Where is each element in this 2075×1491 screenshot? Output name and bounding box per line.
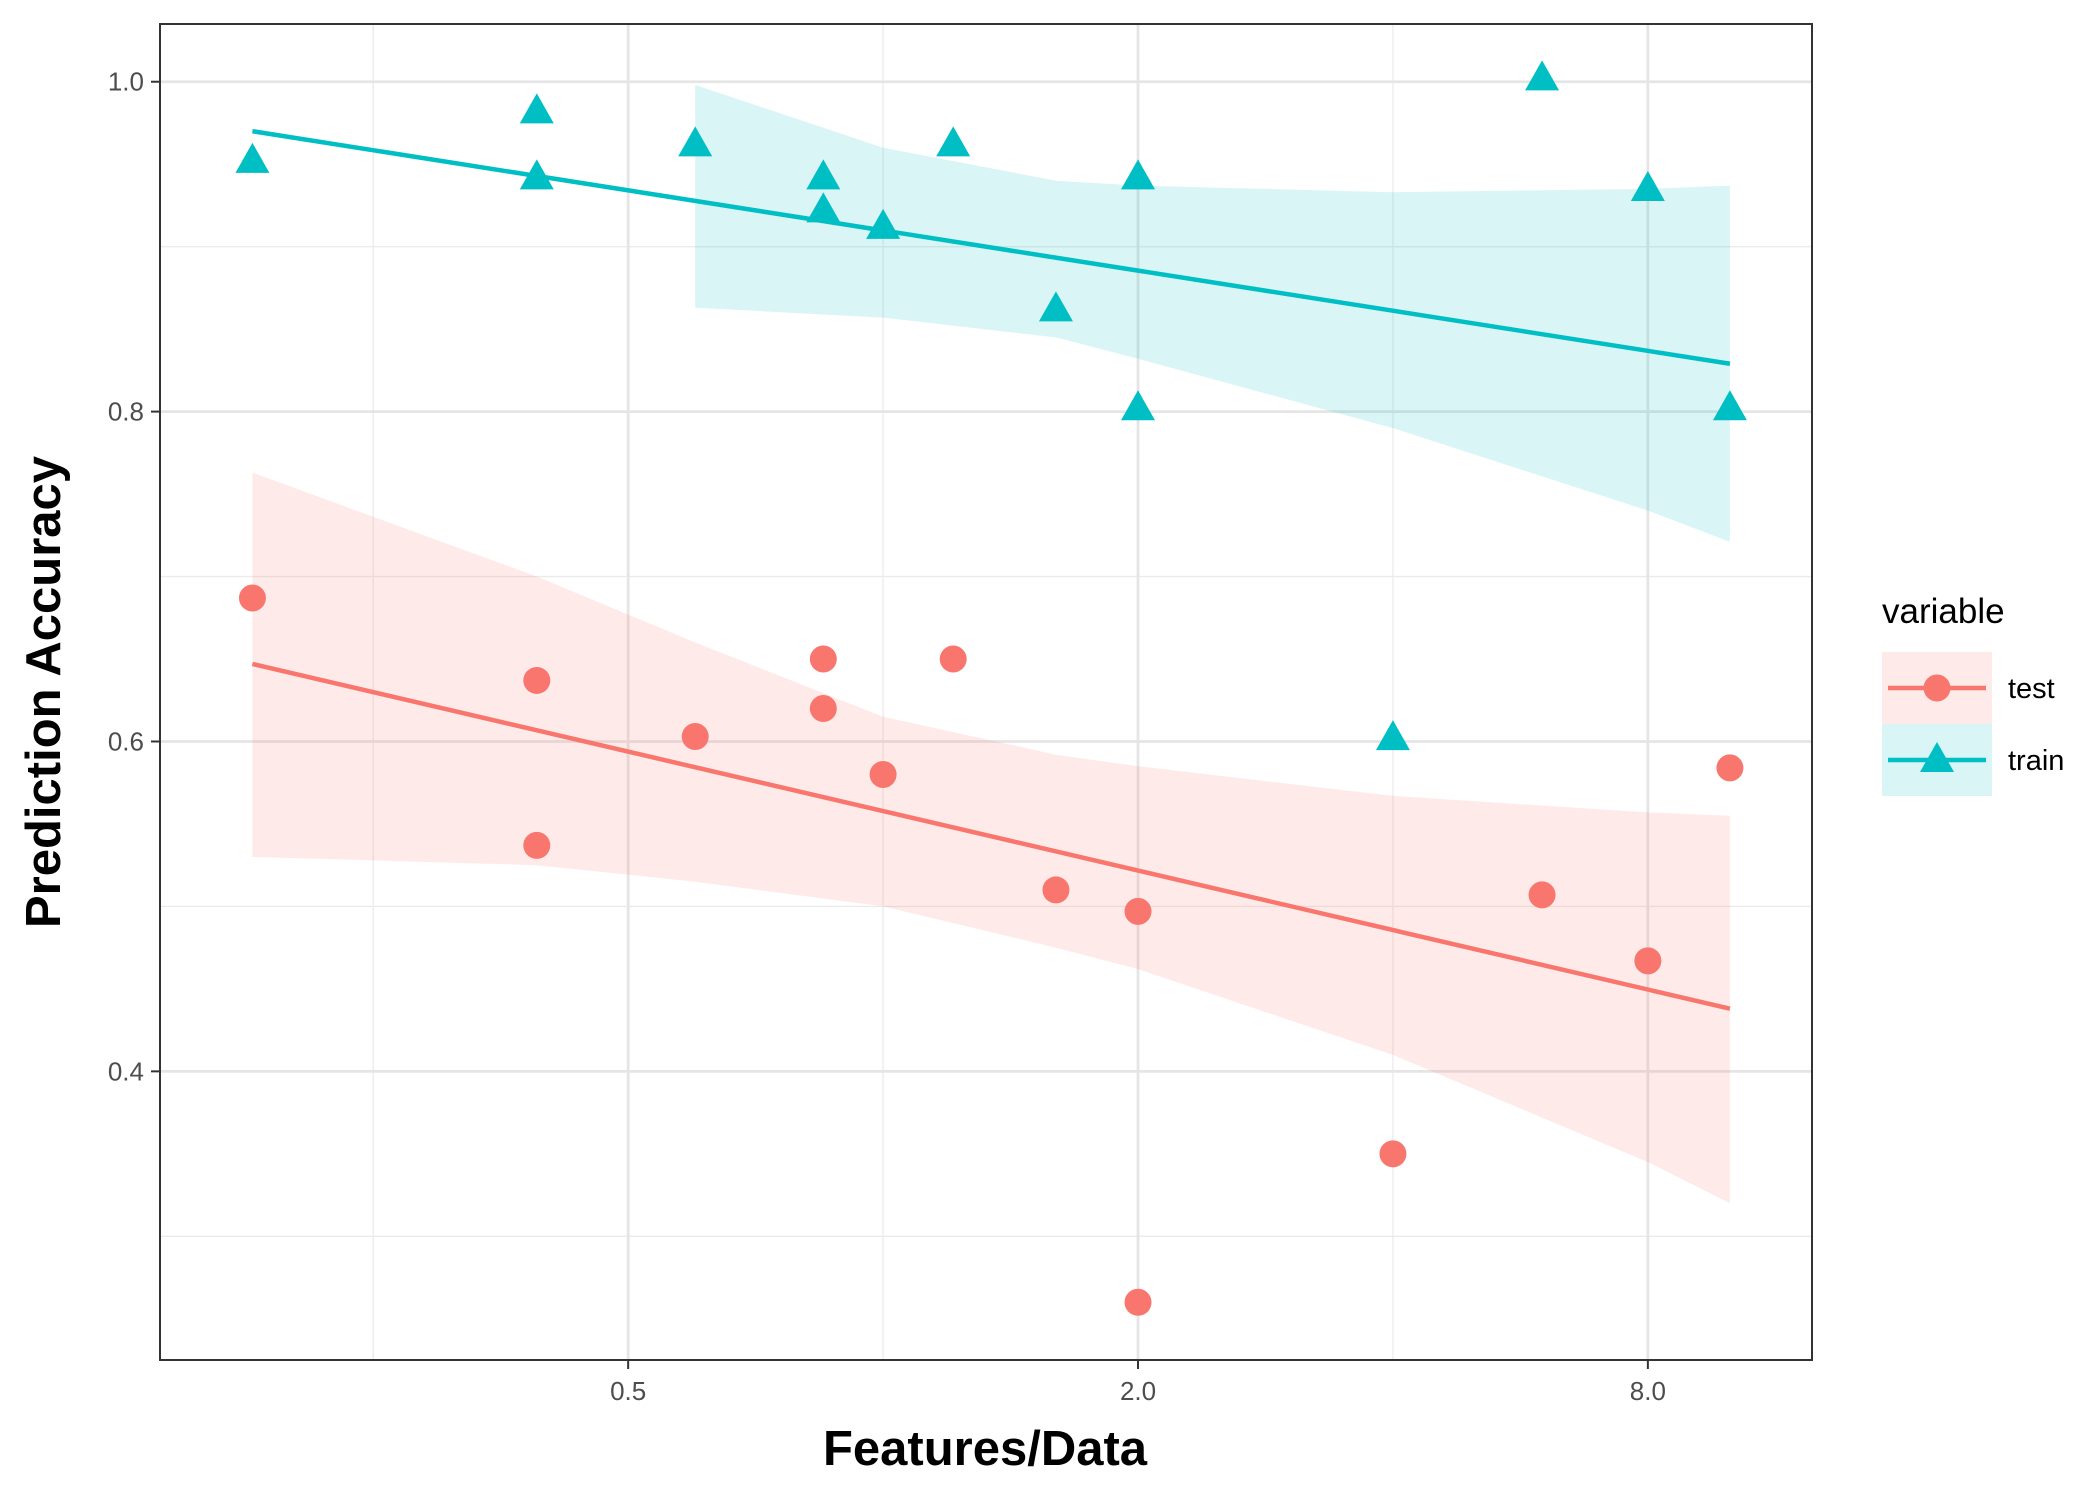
data-point-test	[1716, 754, 1744, 782]
y-axis-title: Prediction Accuracy	[17, 456, 71, 928]
data-point-test	[1124, 897, 1152, 925]
data-point-test	[809, 694, 837, 722]
data-point-train	[806, 159, 841, 190]
x-axis-title: Features/Data	[823, 1422, 1148, 1476]
fit-line-train	[252, 128, 1731, 366]
data-point-train	[1525, 60, 1560, 91]
y-tick-label: 0.8	[108, 397, 144, 427]
data-point-train	[1038, 291, 1073, 322]
data-point-test	[523, 666, 551, 694]
data-point-train	[866, 208, 901, 239]
data-point-train	[1712, 390, 1747, 421]
data-point-train	[519, 93, 554, 124]
data-points	[235, 60, 1747, 1316]
x-tick-label: 0.5	[610, 1376, 646, 1406]
legend-item-test: test	[1882, 652, 2055, 724]
data-point-train	[1375, 720, 1410, 751]
legend: variable test train	[1882, 592, 2064, 796]
data-point-test	[238, 584, 266, 612]
confidence-band-train	[695, 85, 1730, 542]
x-tick-label: 8.0	[1630, 1376, 1666, 1406]
legend-label: train	[2008, 745, 2064, 777]
panel-border	[159, 23, 1813, 1361]
fit-lines	[251, 128, 1731, 1011]
data-point-train	[1121, 390, 1156, 421]
data-point-test	[681, 723, 709, 751]
data-point-train	[678, 126, 713, 157]
legend-key-circle	[1923, 674, 1951, 702]
data-point-test	[939, 645, 967, 673]
data-point-train	[235, 142, 270, 173]
legend-item-train: train	[1882, 724, 2064, 796]
data-point-test	[869, 760, 897, 788]
data-point-train	[806, 192, 841, 223]
fit-line-test	[251, 661, 1731, 1011]
data-point-test	[1634, 947, 1662, 975]
legend-key-triangle	[1920, 742, 1954, 772]
x-tick-label: 2.0	[1120, 1376, 1156, 1406]
data-point-train	[519, 159, 554, 190]
data-point-test	[523, 831, 551, 859]
axis-ticks: 0.5 2.0 8.0 0.4 0.6 0.8 1.0	[108, 67, 1666, 1406]
panel-frame	[159, 23, 1813, 1361]
legend-title: variable	[1882, 592, 2005, 631]
y-tick-label: 1.0	[108, 67, 144, 97]
data-point-test	[1042, 876, 1070, 904]
y-tick-label: 0.6	[108, 726, 144, 756]
data-point-train	[1630, 170, 1665, 201]
data-point-test	[1528, 881, 1556, 909]
data-point-train	[936, 126, 971, 157]
legend-label: test	[2008, 673, 2055, 705]
data-point-test	[1379, 1140, 1407, 1168]
data-point-train	[1121, 159, 1156, 190]
data-point-test	[809, 645, 837, 673]
data-point-test	[1124, 1288, 1152, 1316]
grid-lines	[160, 24, 1812, 1360]
y-tick-label: 0.4	[108, 1056, 144, 1086]
